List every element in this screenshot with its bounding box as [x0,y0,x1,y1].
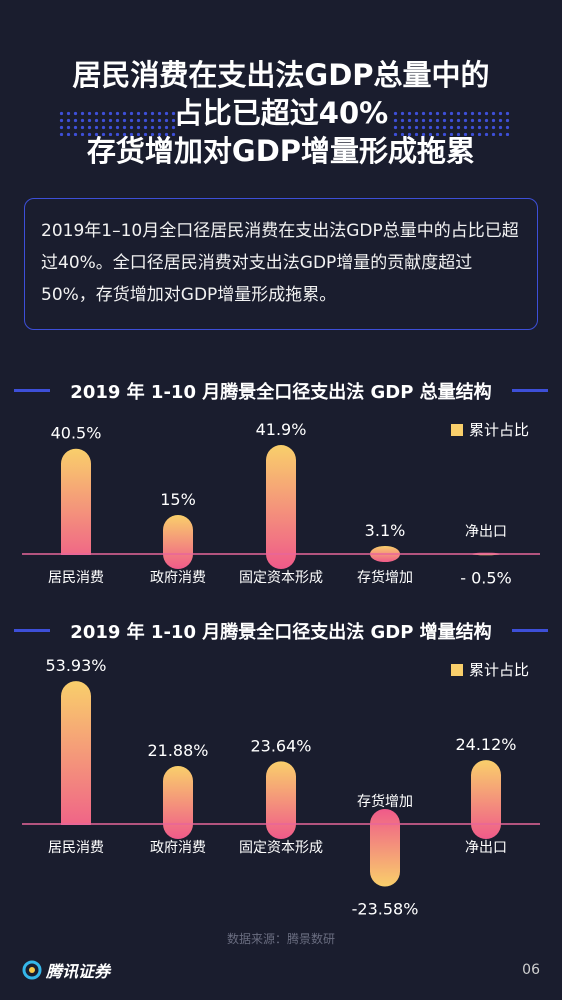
value-label-5: 24.12% [455,735,516,754]
brand-logo: 腾讯证券 [22,958,110,982]
title-deco-bar [512,629,548,632]
chart2-title-wrap: 2019 年 1-10 月腾景全口径支出法 GDP 增量结构 [0,618,562,644]
category-label-2: 政府消费 [150,840,206,856]
value-label-3: 41.9% [256,420,307,439]
title-line-1: 居民消费在支出法GDP总量中的 [72,58,490,92]
chart1-title-wrap: 2019 年 1-10 月腾景全口径支出法 GDP 总量结构 [0,378,562,404]
title-line-2: 占比已超过40% [173,96,389,130]
category-label-5: 净出口 [465,524,507,540]
value-label-2: 15% [160,490,196,509]
dot-pattern-right [392,110,512,136]
category-label-1: 居民消费 [48,570,104,586]
bar-4 [370,809,400,887]
chart1-title: 2019 年 1-10 月腾景全口径支出法 GDP 总量结构 [70,382,492,403]
category-label-4: 存货增加 [357,569,413,586]
bar-3 [266,761,296,839]
value-label-3: 23.64% [250,736,311,755]
title-deco-bar [14,389,50,392]
chart2-title: 2019 年 1-10 月腾景全口径支出法 GDP 增量结构 [70,622,492,643]
bar-1 [61,681,91,839]
legend-label: 累计占比 [469,421,529,439]
category-label-1: 居民消费 [48,840,104,856]
bar-3 [266,445,296,569]
category-label-2: 政府消费 [150,570,206,586]
data-source: 数据来源：腾景数研 [226,932,335,946]
title-line-3: 存货增加对GDP增量形成拖累 [86,134,476,168]
legend-label: 累计占比 [469,661,529,679]
title-deco-bar [512,389,548,392]
category-label-3: 固定资本形成 [239,570,323,586]
page-number: 06 [522,962,540,978]
chart-gdp-total-structure: 累计占比 40.5% 居民消费 15% 政府消费 41.9% 固定资本形成 3.1% 存货增加 -… [22,420,540,587]
bar-5 [471,760,501,839]
bar-2 [163,766,193,839]
dot-pattern-left [58,110,178,136]
legend-swatch [451,664,463,676]
chart-gdp-increment-structure: 累计占比 53.93% 居民消费 21.88% 政府消费 23.64% 固定资本形成 -23.… [22,656,540,918]
value-label-2: 21.88% [147,741,208,760]
summary-box: 2019年1–10月全口径居民消费在支出法GDP总量中的占比已超过40%。全口径… [24,198,538,330]
value-label-1: 53.93% [45,656,106,675]
page-title: 居民消费在支出法GDP总量中的 占比已超过40% 存货增加对GDP增量形成拖累 [0,56,562,170]
category-label-3: 固定资本形成 [239,840,323,856]
value-label-4: -23.58% [352,899,419,918]
bar-1 [61,448,91,569]
category-label-5: 净出口 [465,840,507,856]
value-label-5: - 0.5% [460,568,512,587]
value-label-1: 40.5% [51,424,102,443]
brand-name: 腾讯证券 [46,962,111,981]
bar-2 [163,515,193,569]
category-label-4: 存货增加 [357,793,413,810]
title-deco-bar [14,629,50,632]
brand-icon [22,960,42,980]
legend-swatch [451,424,463,436]
value-label-4: 3.1% [365,521,406,540]
